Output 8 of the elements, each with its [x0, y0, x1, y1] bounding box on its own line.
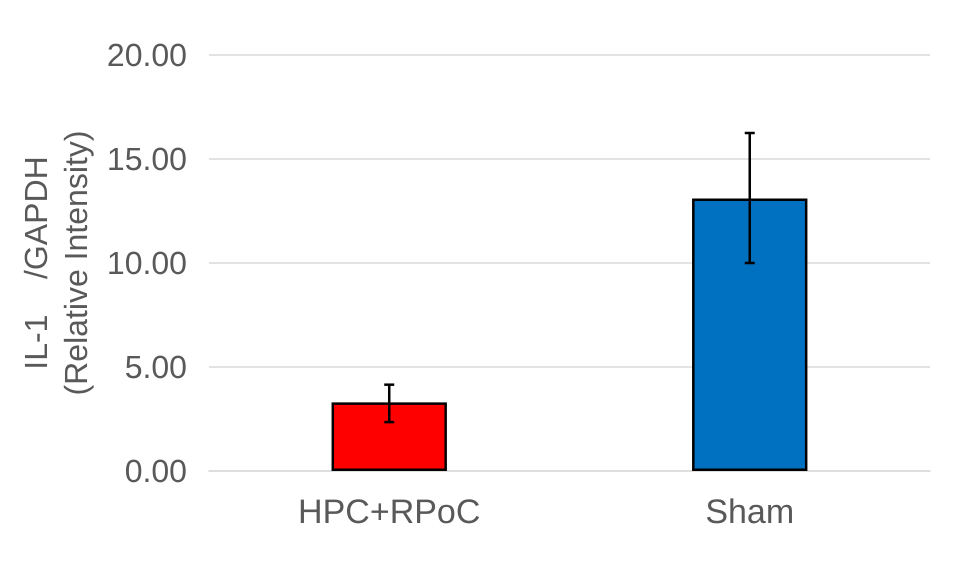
y-tick-label: 15.00 — [106, 141, 187, 177]
y-tick-label: 0.00 — [124, 453, 187, 489]
x-tick-label: HPC+RPoC — [298, 493, 480, 531]
y-tick-label: 10.00 — [106, 245, 187, 281]
y-tick-label: 20.00 — [106, 37, 187, 73]
y-axis-title: IL-1 /GAPDH (Relative Intensity) — [18, 130, 94, 396]
y-tick-label: 5.00 — [124, 349, 187, 385]
x-tick-label: Sham — [705, 493, 794, 531]
